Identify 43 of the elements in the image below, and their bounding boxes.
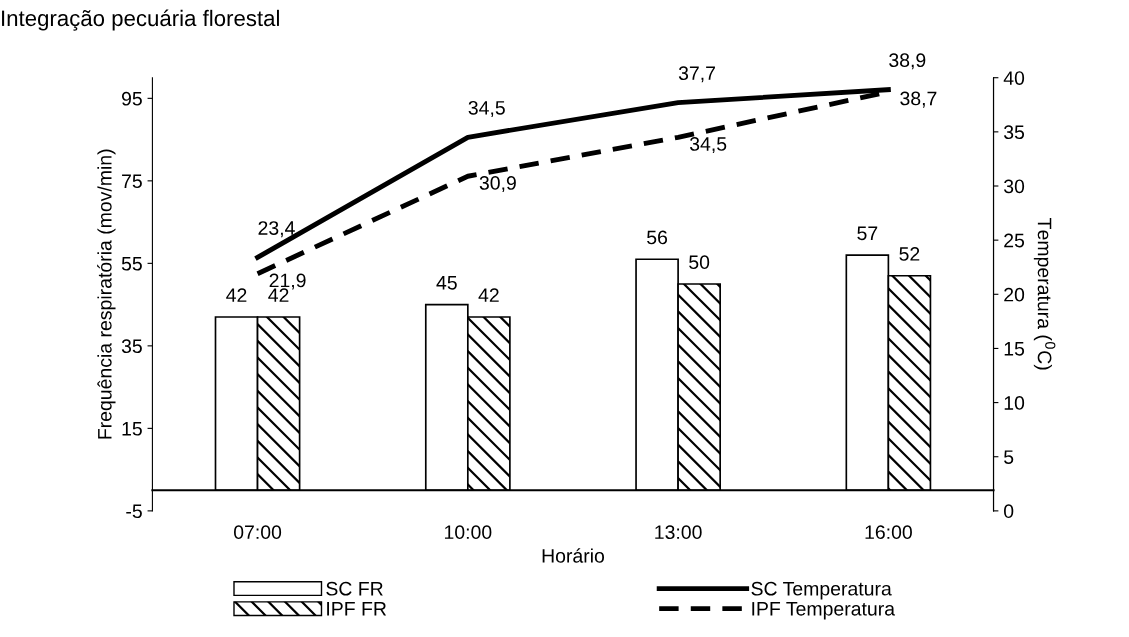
- y2-tick-label: 35: [1003, 125, 1025, 140]
- y-axis-title: Frequência respiratória (mov/min): [97, 149, 116, 439]
- y2-tick-label: 40: [1003, 71, 1025, 85]
- legend-label: SC Temperatura: [751, 581, 892, 600]
- y2-tick-label: 0: [1004, 504, 1014, 519]
- y-tick-label: 35: [121, 339, 142, 354]
- y-tick-label: 75: [122, 174, 142, 189]
- chart-title: Integração pecuária florestal: [2, 9, 279, 31]
- y2-tick-label: 20: [1004, 287, 1025, 302]
- data-label: 50: [689, 255, 710, 270]
- data-label: 38,7: [900, 91, 937, 108]
- data-label: 34,5: [689, 137, 727, 154]
- legend-label: SC FR: [326, 581, 383, 596]
- data-label: 37,7: [678, 66, 715, 83]
- x-axis-title: Horário: [542, 548, 605, 563]
- data-label: 45: [436, 276, 457, 290]
- y2-tick-label: 5: [1004, 450, 1014, 464]
- y2-tick-label: 25: [1004, 233, 1025, 248]
- y-tick-label: 55: [121, 257, 142, 271]
- x-tick-label: 10:00: [444, 525, 492, 540]
- data-label: 30,9: [479, 176, 516, 193]
- y2-axis-title: Temperatura ($^{0}$C): [1033, 218, 1056, 370]
- data-label: 57: [857, 226, 878, 241]
- data-label: 56: [647, 230, 668, 245]
- y2-tick-label: 10: [1004, 396, 1025, 410]
- x-tick-label: 13:00: [655, 525, 702, 540]
- y-tick-label: 95: [121, 91, 142, 106]
- y2-tick-label: 15: [1004, 342, 1025, 356]
- data-label: 23,4: [258, 221, 295, 238]
- data-label: 34,5: [468, 100, 505, 118]
- data-label: 42: [478, 288, 499, 302]
- x-tick-label: 16:00: [865, 525, 912, 540]
- data-label: 42: [268, 288, 289, 302]
- legend-label: IPF Temperatura: [752, 602, 896, 620]
- legend-label: IPF FR: [327, 602, 387, 616]
- x-tick-label: 07:00: [233, 525, 282, 540]
- data-label: 42: [226, 288, 247, 302]
- y-tick-label: -5: [126, 504, 142, 519]
- data-label: 52: [899, 247, 920, 261]
- y2-tick-label: 30: [1003, 179, 1025, 194]
- data-label: 38,9: [889, 53, 926, 70]
- data-label: 21,9: [269, 273, 306, 290]
- y-tick-label: 15: [122, 422, 142, 436]
